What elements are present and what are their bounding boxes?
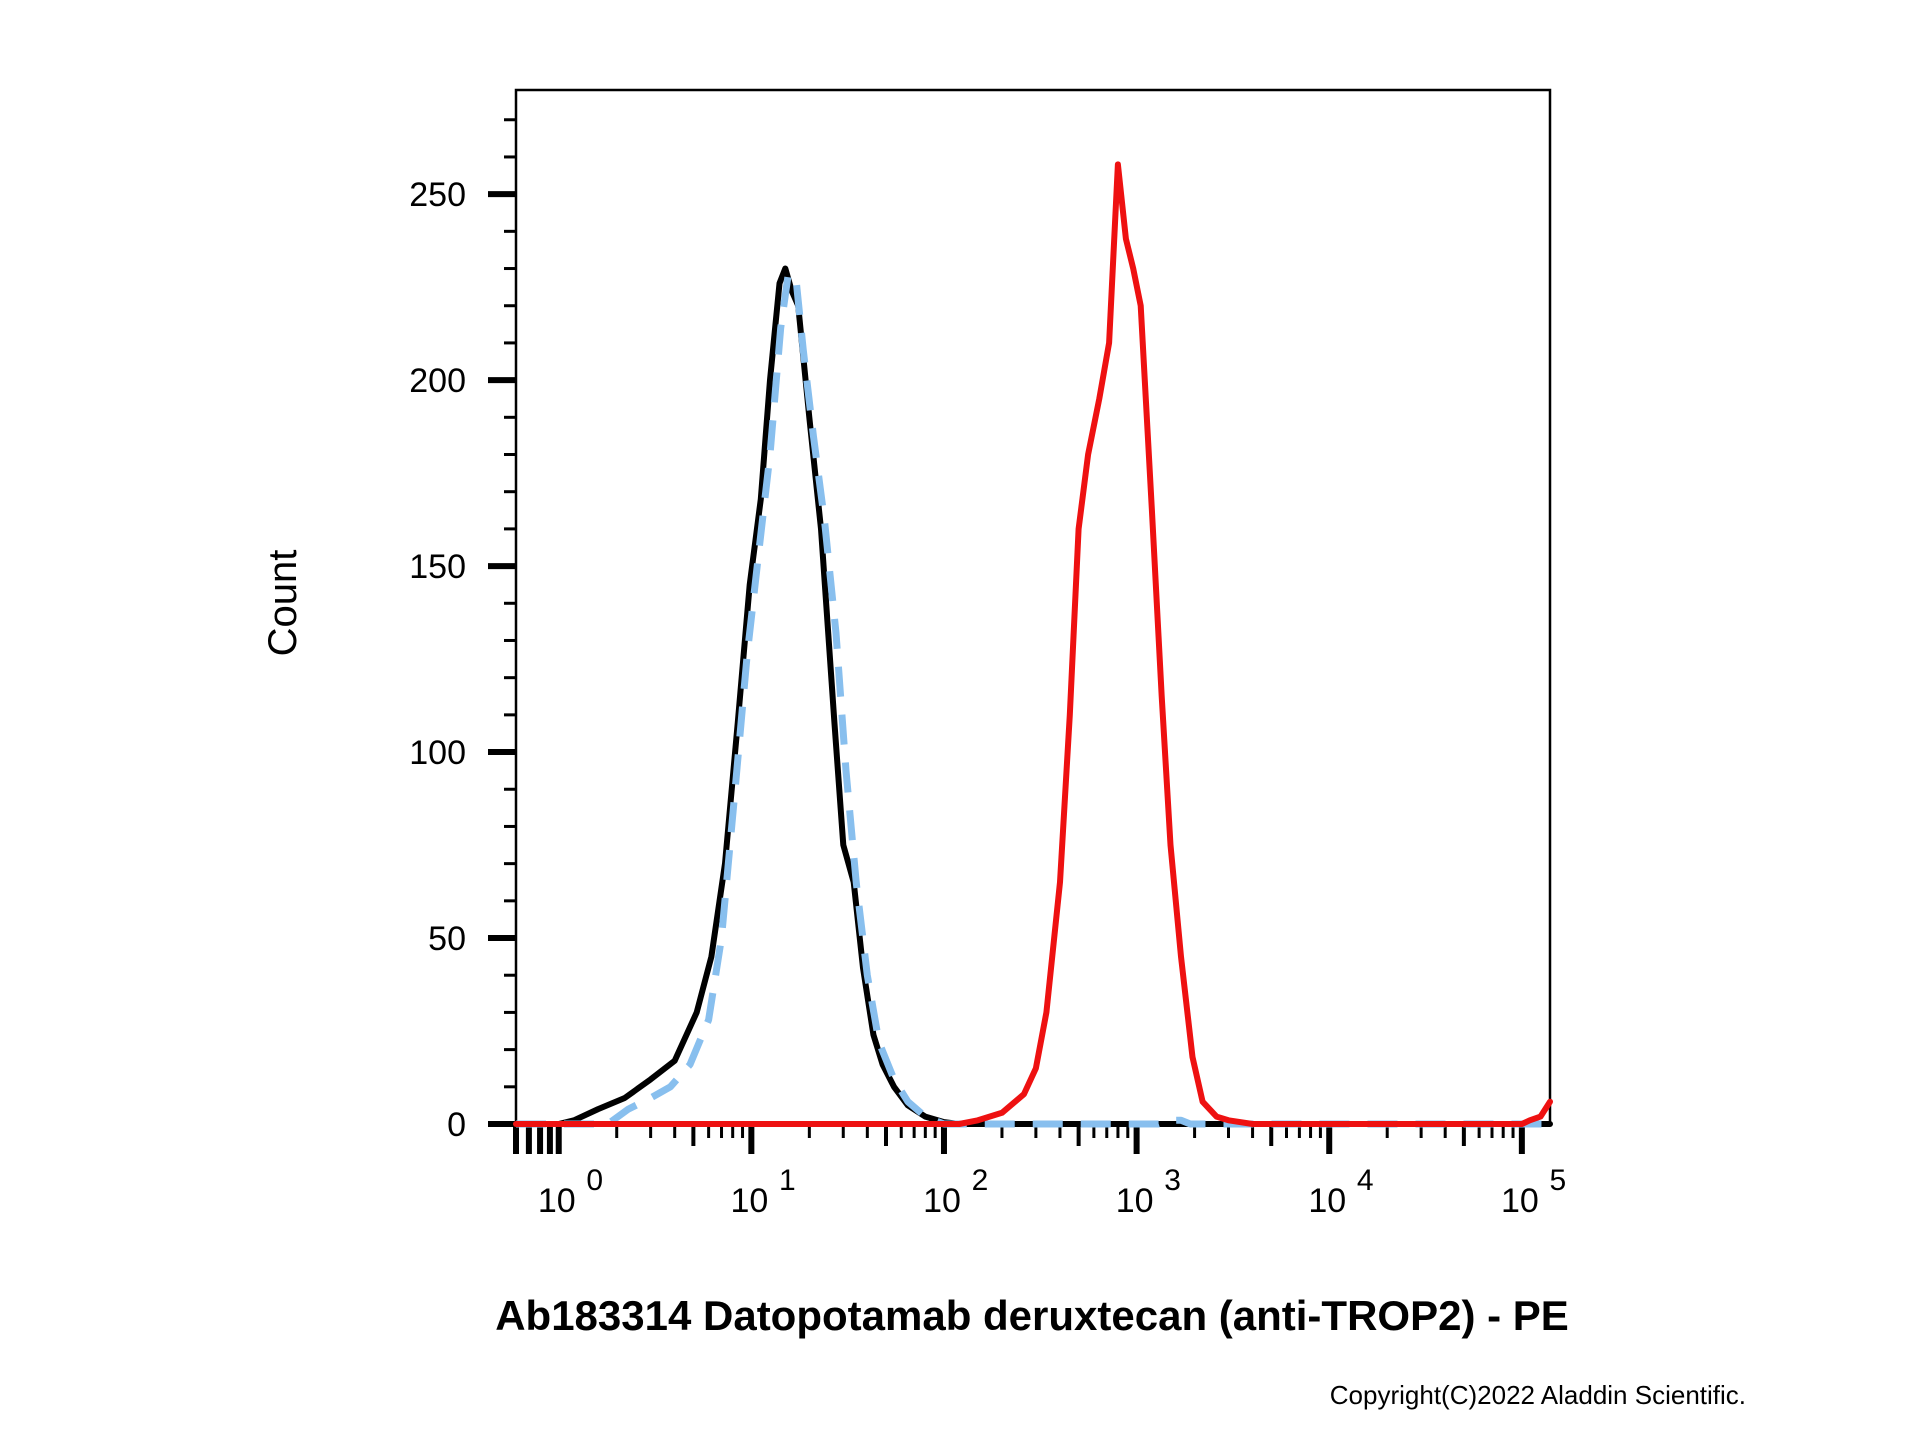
histogram-dashed-series — [516, 272, 1550, 1128]
x-tick-label-base: 10 — [1116, 1182, 1154, 1220]
x-axis-title: Ab183314 Datopotamab deruxtecan (anti-TR… — [495, 1292, 1569, 1339]
x-tick-label-base: 10 — [538, 1182, 576, 1220]
plot-frame — [514, 88, 1552, 1126]
y-tick-label: 100 — [409, 734, 466, 772]
x-tick-label-base: 10 — [1308, 1182, 1346, 1220]
x-tick-label-base: 10 — [1501, 1182, 1539, 1220]
x-tick-label-base: 10 — [730, 1182, 768, 1220]
y-axis-title: Count — [261, 550, 305, 657]
y-tick-label: 50 — [428, 920, 466, 958]
x-tick-label-exponent: 1 — [779, 1164, 796, 1197]
y-tick-label: 0 — [447, 1106, 466, 1144]
histogram-series — [513, 161, 1553, 1127]
x-tick-label-exponent: 4 — [1357, 1164, 1374, 1197]
x-tick-label-base: 10 — [923, 1182, 961, 1220]
series-layer — [513, 161, 1553, 1128]
x-tick-label-exponent: 3 — [1164, 1164, 1181, 1197]
y-tick-label: 250 — [409, 176, 466, 214]
x-tick-label-exponent: 0 — [586, 1164, 603, 1197]
x-axis: 10 0 10 1 10 2 10 3 10 4 10 5 — [513, 1124, 1567, 1220]
copyright-text: Copyright(C)2022 Aladdin Scientific. — [1330, 1380, 1746, 1410]
histogram-series — [513, 265, 1553, 1127]
x-tick-label-exponent: 5 — [1550, 1164, 1567, 1197]
x-tick-label-exponent: 2 — [972, 1164, 989, 1197]
y-axis: 0 50 100 150 200 250 — [409, 118, 516, 1144]
y-tick-label: 200 — [409, 362, 466, 400]
y-tick-label: 150 — [409, 548, 466, 586]
